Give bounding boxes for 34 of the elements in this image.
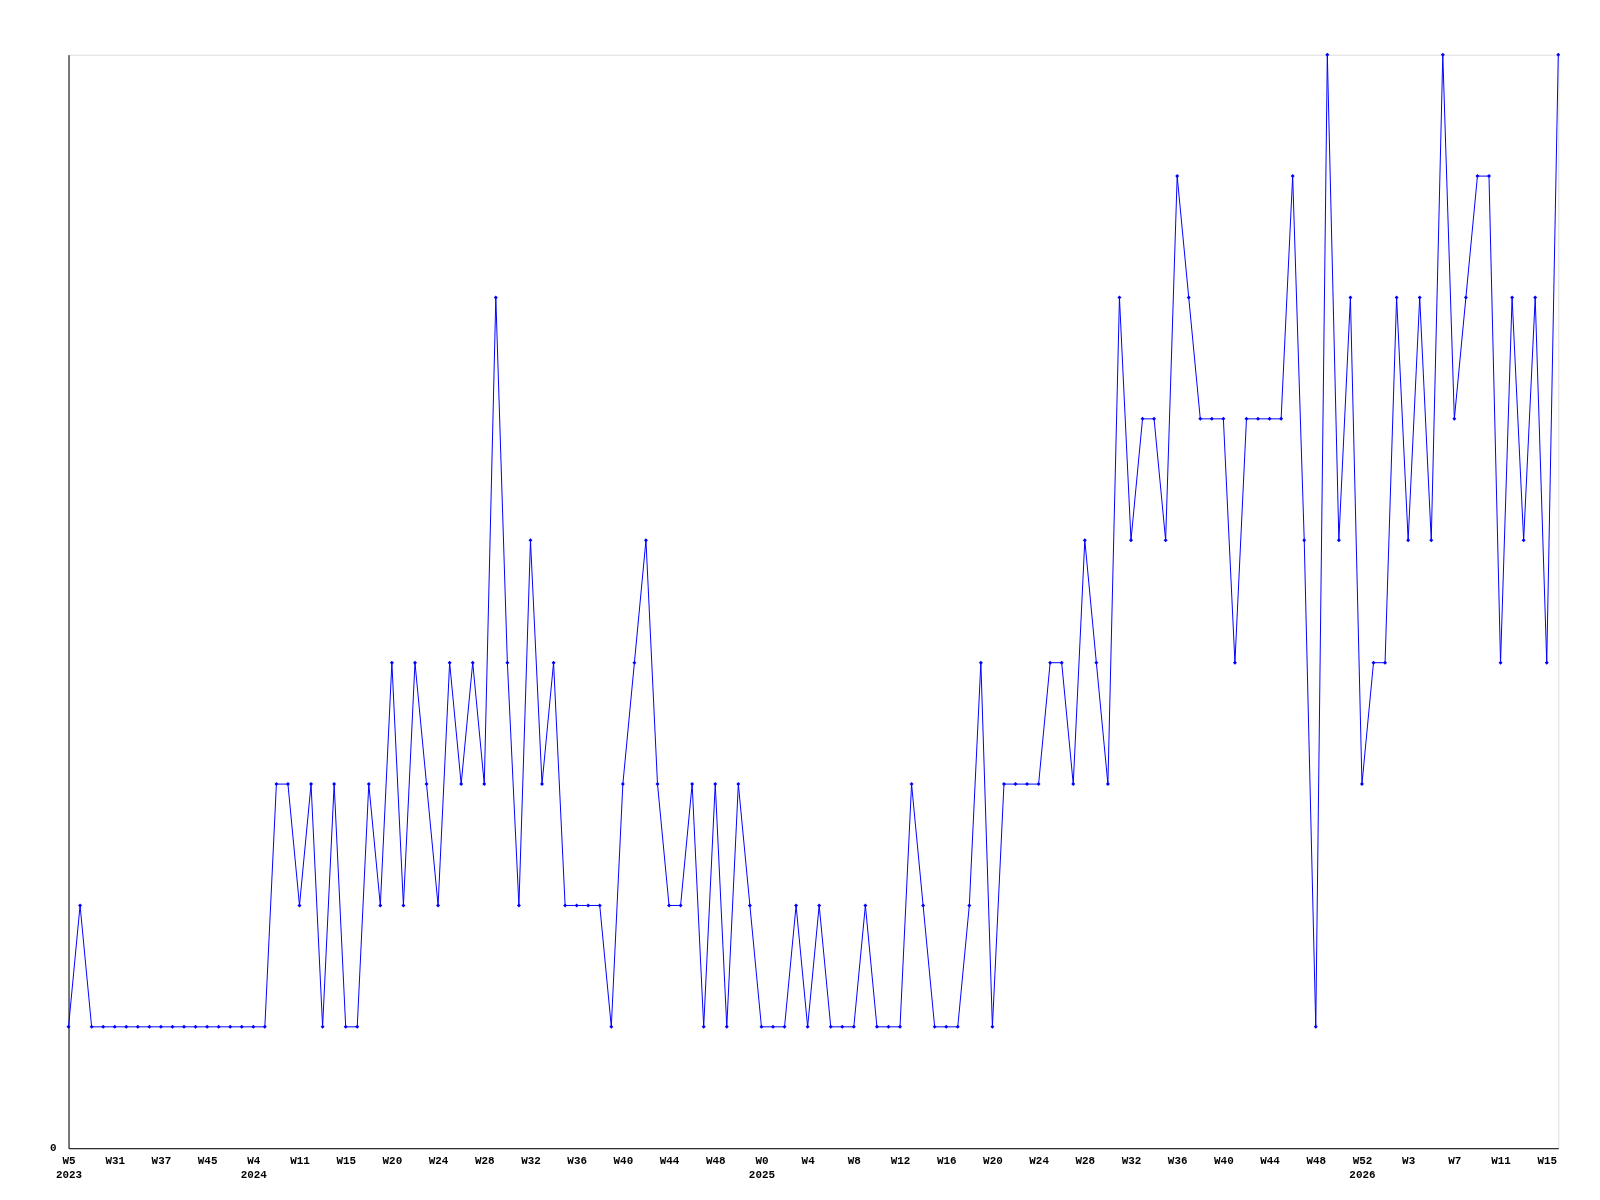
x-tick-label: W12: [890, 1154, 911, 1167]
x-tick-label: W16: [936, 1154, 957, 1167]
x-tick-label: W11: [1491, 1154, 1512, 1167]
x-tick-label: W44: [1260, 1154, 1281, 1167]
x-tick-label: W28: [1075, 1154, 1096, 1167]
x-tick-label: W11: [290, 1154, 311, 1167]
x-tick-label: W28: [474, 1154, 495, 1167]
x-tick-label: W4: [801, 1154, 816, 1167]
x-tick-label: W45: [197, 1154, 218, 1167]
x-tick-label: W5 2023: [55, 1154, 83, 1182]
x-tick-label: W20: [382, 1154, 403, 1167]
text: 0: [50, 1142, 57, 1155]
x-tick-label: W31: [105, 1154, 126, 1167]
x-tick-label: W24: [1029, 1154, 1050, 1167]
x-tick-label: W15: [1537, 1154, 1558, 1167]
x-tick-label: W3: [1402, 1154, 1416, 1167]
x-tick-label: W32: [521, 1154, 541, 1167]
x-tick-label: W4 2024: [240, 1154, 268, 1182]
x-tick-label: W40: [613, 1154, 634, 1167]
x-tick-label: W52 2026: [1349, 1154, 1376, 1182]
x-tick-label: W44: [659, 1154, 680, 1167]
x-tick-label: W40: [1214, 1154, 1234, 1167]
x-tick-label: W15: [336, 1154, 357, 1167]
x-tick-label: W48: [705, 1154, 726, 1167]
x-tick-label: W8: [847, 1154, 861, 1167]
x-tick-label: W7: [1448, 1154, 1462, 1167]
x-tick-label: W37: [151, 1154, 172, 1167]
x-tick-label: W32: [1121, 1154, 1142, 1167]
x-tick-label: W48: [1306, 1154, 1327, 1167]
x-tick-label: W20: [983, 1154, 1003, 1167]
x-tick-label: W36: [1167, 1154, 1188, 1167]
x-tick-label: W24: [428, 1154, 449, 1167]
x-tick-label: W36: [567, 1154, 587, 1167]
x-tick-label: W0 2025: [748, 1154, 776, 1182]
